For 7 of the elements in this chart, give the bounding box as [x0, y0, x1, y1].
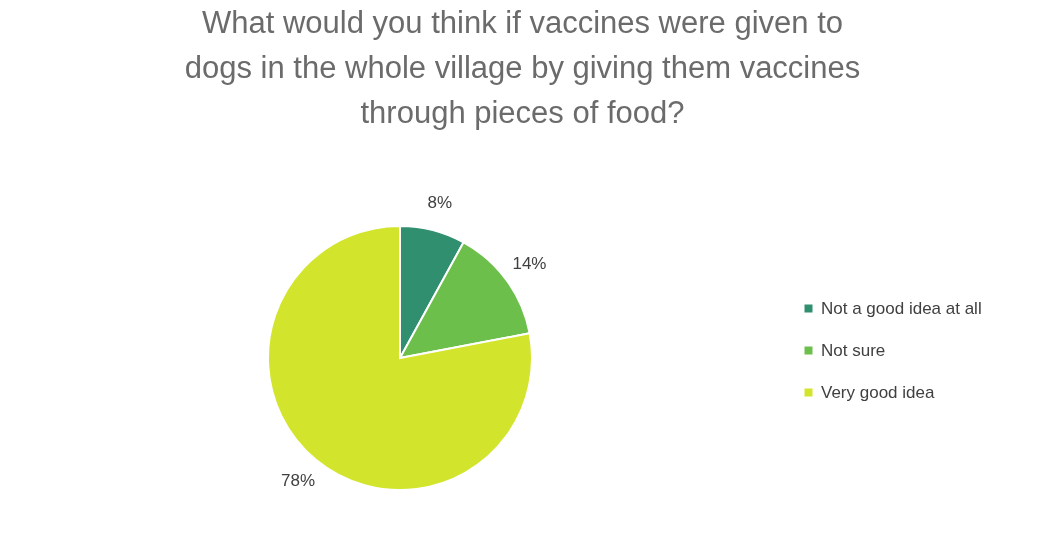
data-label: 14% — [512, 253, 547, 273]
chart-title: What would you think if vaccines were given to dogs in the whole village by giving them vaccines through pieces of food? — [184, 5, 861, 130]
data-label: 78% — [281, 471, 316, 491]
legend-label: Very good idea — [821, 382, 935, 402]
legend-label: Not sure — [821, 340, 886, 360]
legend-label: Not a good idea at all — [821, 298, 982, 318]
data-label: 8% — [427, 193, 453, 213]
